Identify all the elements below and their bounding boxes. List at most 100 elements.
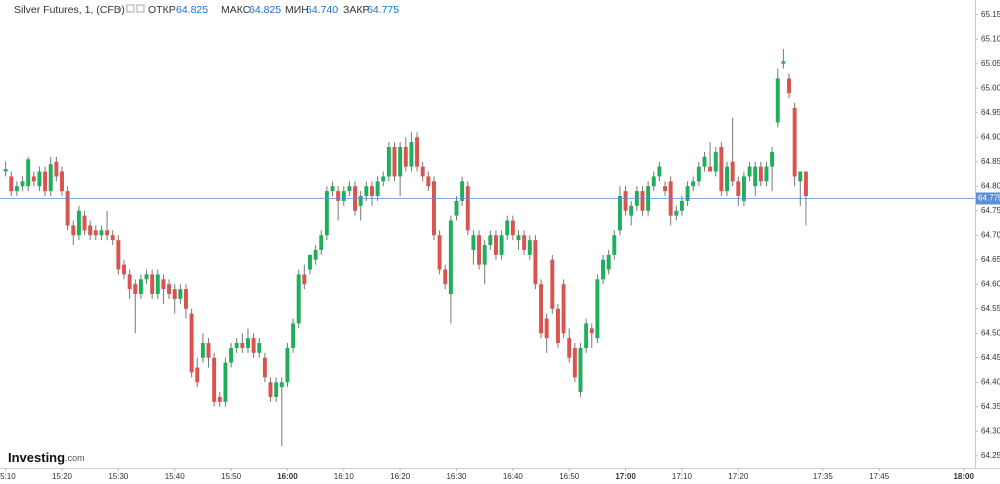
candle-body bbox=[251, 338, 256, 353]
candle-body bbox=[493, 235, 498, 255]
candle-body bbox=[601, 259, 606, 280]
y-tick-label: 64.600 bbox=[981, 279, 1000, 288]
candle-body bbox=[539, 284, 544, 334]
candle-body bbox=[426, 176, 431, 187]
candle-body bbox=[223, 362, 228, 402]
candle-body bbox=[555, 308, 560, 344]
candle-body bbox=[708, 166, 713, 172]
candle-body bbox=[54, 161, 59, 177]
candle-body bbox=[319, 235, 324, 250]
candle-body bbox=[82, 215, 87, 231]
candle-body bbox=[477, 235, 482, 265]
candle-body bbox=[246, 338, 250, 348]
candle-body bbox=[409, 142, 414, 167]
candle-body bbox=[257, 343, 262, 353]
candle-body bbox=[88, 225, 93, 236]
candle-body bbox=[71, 225, 76, 236]
x-tick-label: 16:40 bbox=[503, 472, 524, 481]
candle-body bbox=[550, 259, 555, 309]
x-tick-label: 16:10 bbox=[334, 472, 355, 481]
candle-body bbox=[43, 171, 48, 192]
x-tick-label: 18:00 bbox=[953, 472, 974, 481]
high-value: 64.825 bbox=[249, 4, 281, 16]
candle-body bbox=[527, 240, 532, 255]
candle-body bbox=[99, 230, 104, 236]
close-label: ЗАКР bbox=[343, 4, 369, 16]
candle-body bbox=[336, 191, 341, 201]
candle-body bbox=[685, 186, 690, 201]
candle-body bbox=[105, 230, 110, 236]
candle-body bbox=[792, 107, 797, 177]
y-tick-label: 64.750 bbox=[981, 206, 1000, 215]
x-tick-label: 17:00 bbox=[615, 472, 636, 481]
candle-body bbox=[437, 235, 442, 270]
candle-body bbox=[178, 289, 183, 299]
header: Silver Futures, 1, (CFD) ОТКР 64.825 МАК… bbox=[14, 4, 399, 16]
candle-body bbox=[589, 328, 594, 334]
candle-body bbox=[448, 220, 453, 295]
candle-body bbox=[234, 343, 239, 348]
x-tick-label: 15:20 bbox=[52, 472, 73, 481]
y-tick-label: 64.950 bbox=[981, 108, 1000, 117]
candle-body bbox=[296, 274, 301, 324]
x-tick-label: 16:00 bbox=[277, 472, 298, 481]
low-label: МИН bbox=[285, 4, 309, 16]
candle-body bbox=[14, 186, 19, 192]
candle-body bbox=[184, 289, 188, 309]
icon bbox=[136, 4, 145, 13]
open-value: 64.825 bbox=[176, 4, 208, 16]
candle-body bbox=[775, 78, 780, 123]
candle-body bbox=[460, 181, 465, 201]
high-label: МАКС bbox=[221, 4, 251, 16]
candle-body bbox=[26, 159, 31, 187]
y-tick-label: 64.350 bbox=[981, 402, 1000, 411]
y-tick-label: 65.100 bbox=[981, 34, 1000, 43]
candle-body bbox=[375, 181, 380, 197]
candle-body bbox=[3, 169, 8, 172]
y-tick-label: 64.500 bbox=[981, 328, 1000, 337]
x-tick-label: 15:10 bbox=[0, 472, 16, 481]
candle-body bbox=[584, 323, 589, 348]
candle-body bbox=[702, 156, 707, 167]
candle-body bbox=[679, 200, 684, 211]
candle-body bbox=[595, 279, 600, 339]
candle-body bbox=[561, 284, 566, 334]
candle-body bbox=[262, 357, 267, 378]
icon bbox=[126, 4, 135, 13]
dropdown-icon bbox=[116, 8, 122, 11]
candle-body bbox=[9, 176, 14, 192]
candle-body bbox=[617, 196, 622, 231]
candle-body bbox=[803, 171, 808, 197]
candle-body bbox=[572, 347, 577, 378]
candle-body bbox=[212, 357, 217, 402]
candle-body bbox=[544, 318, 549, 339]
candle-body bbox=[522, 235, 527, 250]
candle-body bbox=[150, 274, 155, 295]
candle-body bbox=[144, 274, 149, 280]
candle-body bbox=[172, 289, 177, 299]
y-tick-label: 64.250 bbox=[981, 451, 1000, 460]
close-value: 64.775 bbox=[367, 4, 399, 16]
y-tick-label: 64.650 bbox=[981, 255, 1000, 264]
chart-title: Silver Futures, 1, (CFD) bbox=[14, 4, 125, 16]
candle-body bbox=[37, 171, 42, 187]
candle-body bbox=[398, 147, 403, 177]
candle-body bbox=[122, 264, 126, 275]
candle-body bbox=[606, 254, 611, 270]
x-tick-label: 15:30 bbox=[108, 472, 129, 481]
candle-body bbox=[533, 240, 538, 285]
candle-body bbox=[291, 323, 296, 348]
x-tick-label: 16:20 bbox=[390, 472, 411, 481]
candle-body bbox=[753, 166, 758, 187]
candle-body bbox=[415, 137, 420, 167]
candle-body bbox=[347, 186, 352, 192]
candle-body bbox=[725, 166, 729, 192]
candle-body bbox=[730, 161, 735, 182]
candle-body bbox=[651, 176, 656, 187]
candle-body bbox=[116, 240, 121, 270]
candle-body bbox=[358, 196, 363, 206]
candle-body bbox=[364, 186, 369, 197]
candle-body bbox=[657, 166, 662, 177]
x-tick-label: 15:50 bbox=[221, 472, 242, 481]
y-tick-label: 64.300 bbox=[981, 426, 1000, 435]
